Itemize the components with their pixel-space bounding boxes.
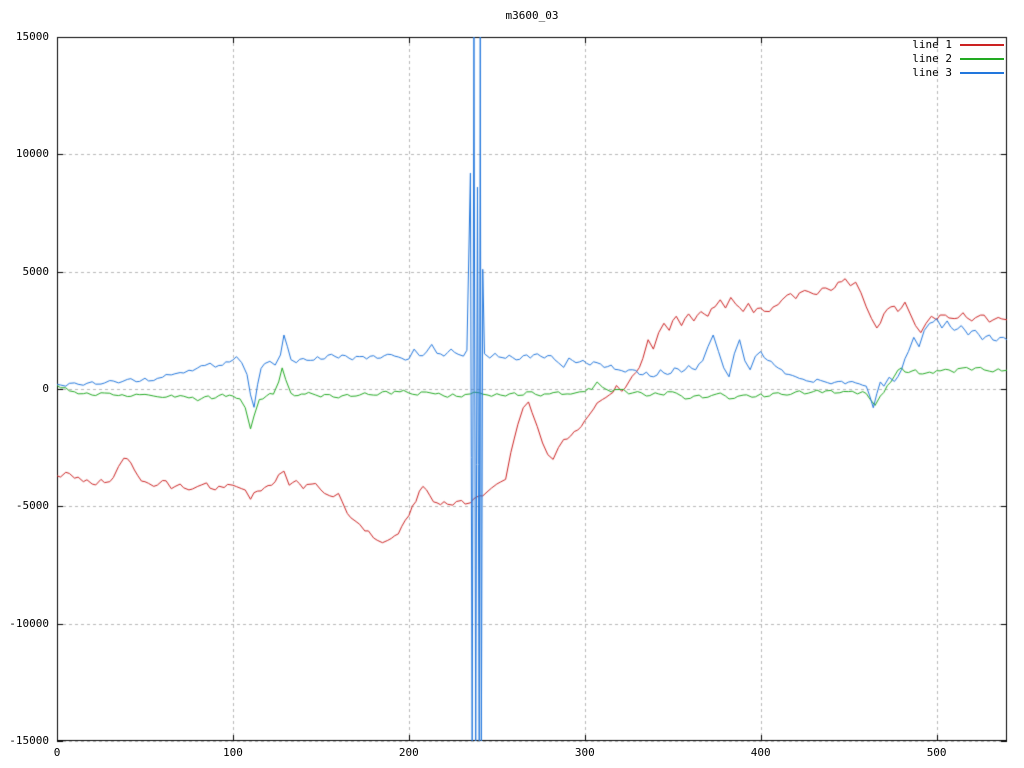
chart-title: m3600_03 (505, 9, 559, 22)
legend: line 1 line 2 line 3 (912, 39, 1004, 79)
legend-line-sample (960, 44, 1004, 46)
y-tick-label: -15000 (9, 734, 49, 747)
y-tick-label: 10000 (15, 147, 49, 161)
legend-item: line 2 (912, 53, 1004, 65)
y-tick-label: -10000 (9, 616, 49, 630)
legend-item: line 3 (912, 67, 1004, 79)
x-tick-label: 400 (750, 746, 771, 759)
legend-label: line 1 (912, 38, 952, 51)
legend-item: line 1 (912, 39, 1004, 51)
y-tick-label: 0 (42, 382, 49, 395)
x-tick-label: 100 (222, 746, 243, 759)
legend-line-sample (960, 58, 1004, 60)
y-tick-label: 15000 (15, 30, 49, 43)
x-tick-label: 0 (53, 746, 61, 759)
legend-label: line 3 (912, 66, 952, 79)
legend-line-sample (960, 72, 1004, 74)
y-tick-label: 5000 (22, 264, 50, 278)
x-tick-label: 300 (574, 746, 595, 759)
y-tick-label: -5000 (15, 499, 49, 513)
x-tick-label: 500 (926, 746, 947, 759)
x-tick-label: 200 (398, 746, 419, 759)
legend-label: line 2 (912, 52, 952, 65)
